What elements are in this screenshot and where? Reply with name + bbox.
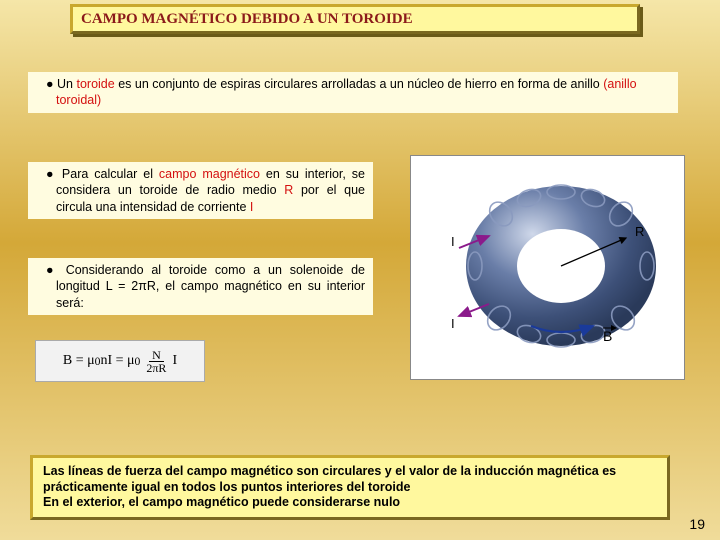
label-I1: I bbox=[451, 234, 455, 249]
slide-title: CAMPO MAGNÉTICO DEBIDO A UN TOROIDE bbox=[81, 11, 413, 27]
para-2: ● Para calcular el campo magnético en su… bbox=[28, 162, 373, 219]
conclusion-text: Las líneas de fuerza del campo magnético… bbox=[43, 464, 616, 509]
para-1: ● Un toroide es un conjunto de espiras c… bbox=[28, 72, 678, 113]
slide-title-box: CAMPO MAGNÉTICO DEBIDO A UN TOROIDE bbox=[70, 4, 640, 34]
label-R: R bbox=[635, 224, 644, 239]
toroid-svg: I I R B bbox=[411, 156, 686, 381]
toroid-diagram: I I R B bbox=[410, 155, 685, 380]
label-I2: I bbox=[451, 316, 455, 331]
formula: B = μ0nI = μ0 N 2πR I bbox=[35, 340, 205, 382]
conclusion-box: Las líneas de fuerza del campo magnético… bbox=[30, 455, 670, 520]
para-3: ● Considerando al toroide como a un sole… bbox=[28, 258, 373, 315]
page-number: 19 bbox=[689, 516, 705, 532]
label-B: B bbox=[603, 328, 612, 344]
